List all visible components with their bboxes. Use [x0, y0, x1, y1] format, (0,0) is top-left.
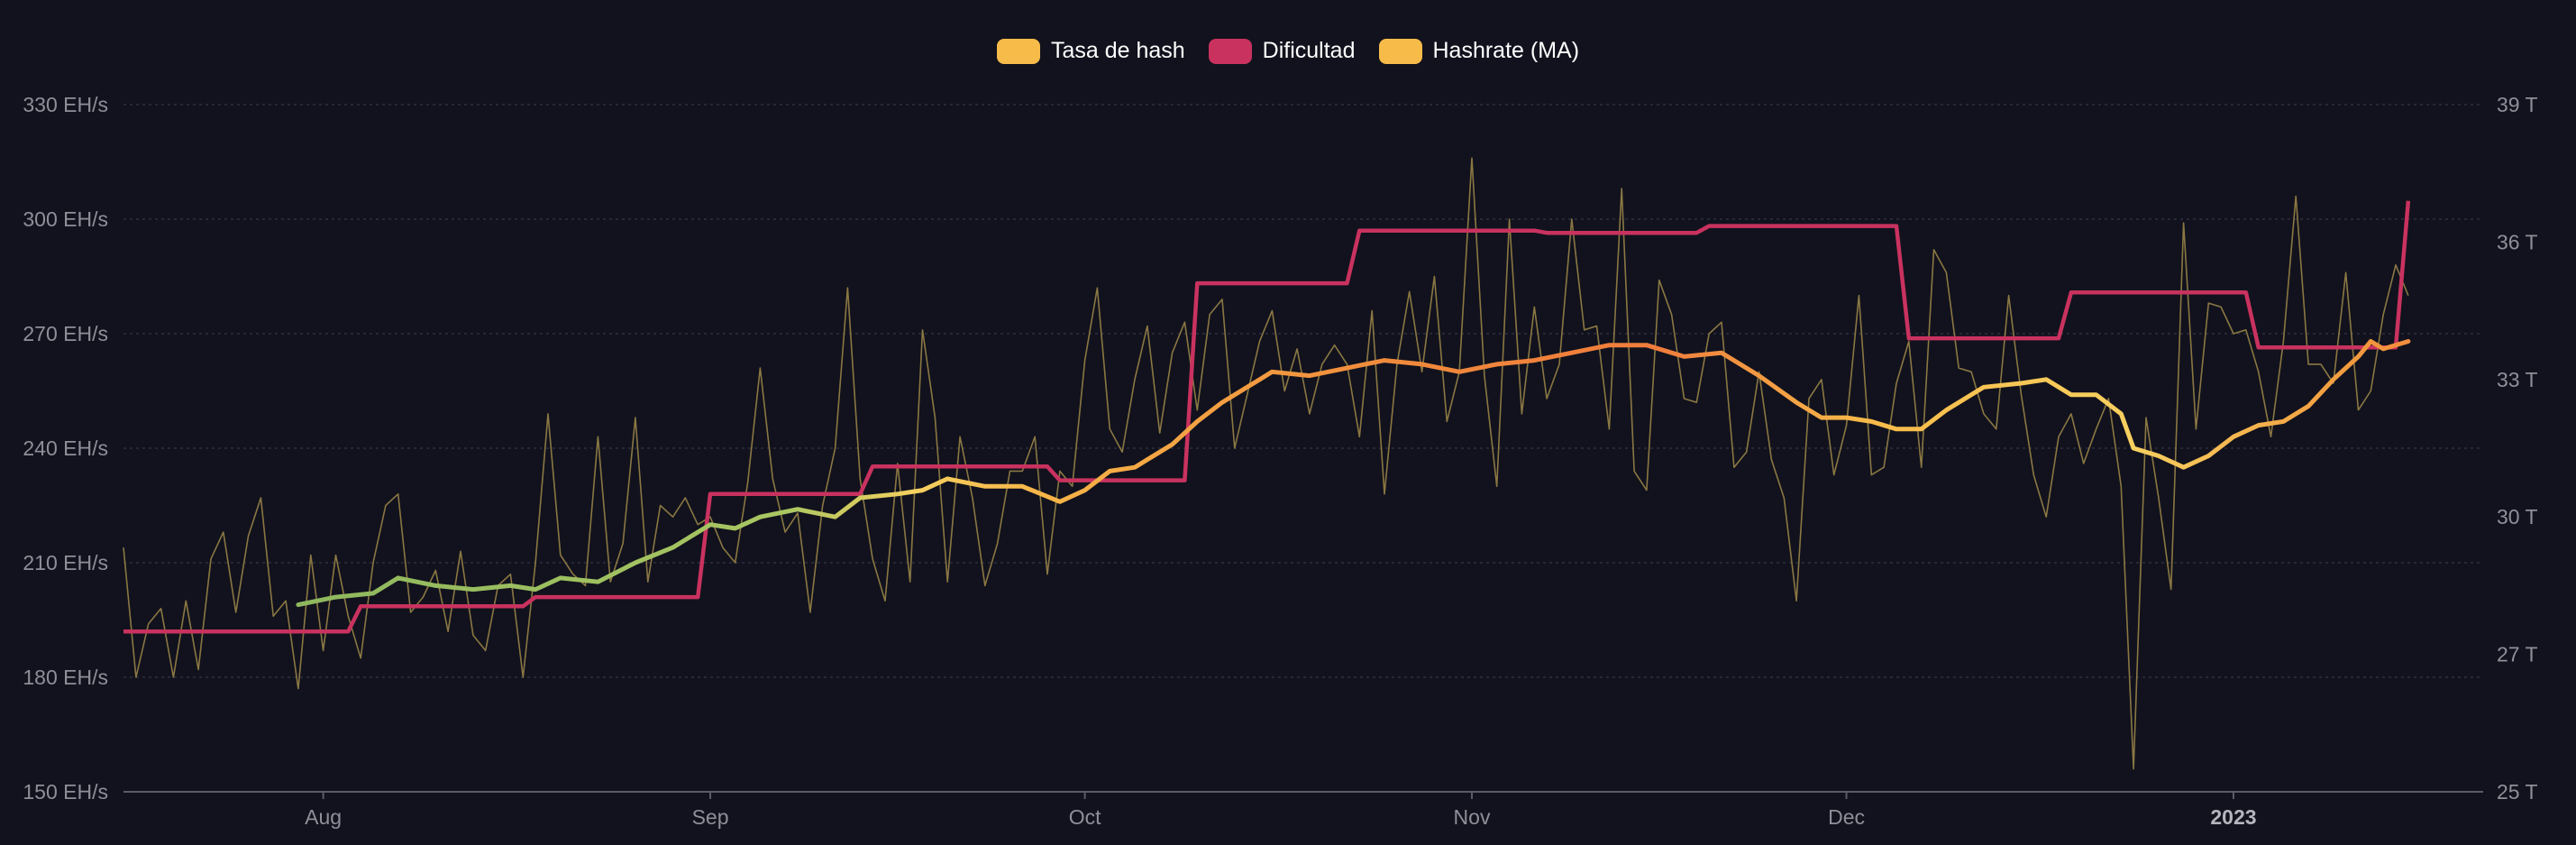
series-hashrate-ma: [296, 339, 2411, 608]
chart-legend: Tasa de hash Dificultad Hashrate (MA): [0, 38, 2576, 64]
y-left-tick-label: 150 EH/s: [23, 780, 108, 804]
y-right-tick-label: 27 T: [2497, 643, 2538, 666]
legend-item-dificultad[interactable]: Dificultad: [1208, 38, 1356, 64]
legend-swatch-dificultad: [1208, 38, 1252, 64]
axes: 150 EH/s 180 EH/s 210 EH/s 240 EH/s 270 EH/s…: [23, 93, 2537, 829]
x-tick-label: Sep: [692, 805, 729, 829]
line-dificultad: [123, 200, 2411, 634]
y-right-tick-label: 30 T: [2497, 505, 2538, 528]
y-left-tick-label: 300 EH/s: [23, 207, 108, 231]
series-dificultad: [123, 200, 2411, 634]
y-right-tick-label: 36 T: [2497, 230, 2538, 253]
legend-swatch-tasa-de-hash: [996, 38, 1040, 64]
legend-item-hashrate-ma[interactable]: Hashrate (MA): [1378, 38, 1580, 64]
y-left-tick-label: 270 EH/s: [23, 322, 108, 345]
legend-swatch-hashrate-ma: [1378, 38, 1422, 64]
series-tasa-de-hash: [123, 157, 2409, 770]
y-left-tick-label: 210 EH/s: [23, 551, 108, 574]
legend-item-tasa-de-hash[interactable]: Tasa de hash: [996, 38, 1185, 64]
x-tick-label: 2023: [2210, 805, 2256, 829]
legend-label-tasa-de-hash: Tasa de hash: [1050, 38, 1185, 63]
line-hashrate-ma: [296, 339, 2411, 608]
y-right-tick-label: 25 T: [2497, 780, 2538, 804]
x-tick-label: Aug: [305, 805, 342, 829]
line-tasa-de-hash: [123, 157, 2409, 770]
y-left-tick-label: 330 EH/s: [23, 93, 108, 116]
legend-label-hashrate-ma: Hashrate (MA): [1432, 38, 1580, 63]
x-tick-label: Nov: [1454, 805, 1491, 829]
x-tick-label: Dec: [1828, 805, 1865, 829]
y-right-tick-label: 33 T: [2497, 368, 2538, 391]
y-left-tick-label: 240 EH/s: [23, 436, 108, 460]
x-tick-label: Oct: [1069, 805, 1101, 829]
legend-label-dificultad: Dificultad: [1262, 38, 1356, 63]
grid-lines: [123, 104, 2483, 678]
y-left-tick-label: 180 EH/s: [23, 666, 108, 689]
y-right-tick-label: 39 T: [2497, 93, 2538, 116]
